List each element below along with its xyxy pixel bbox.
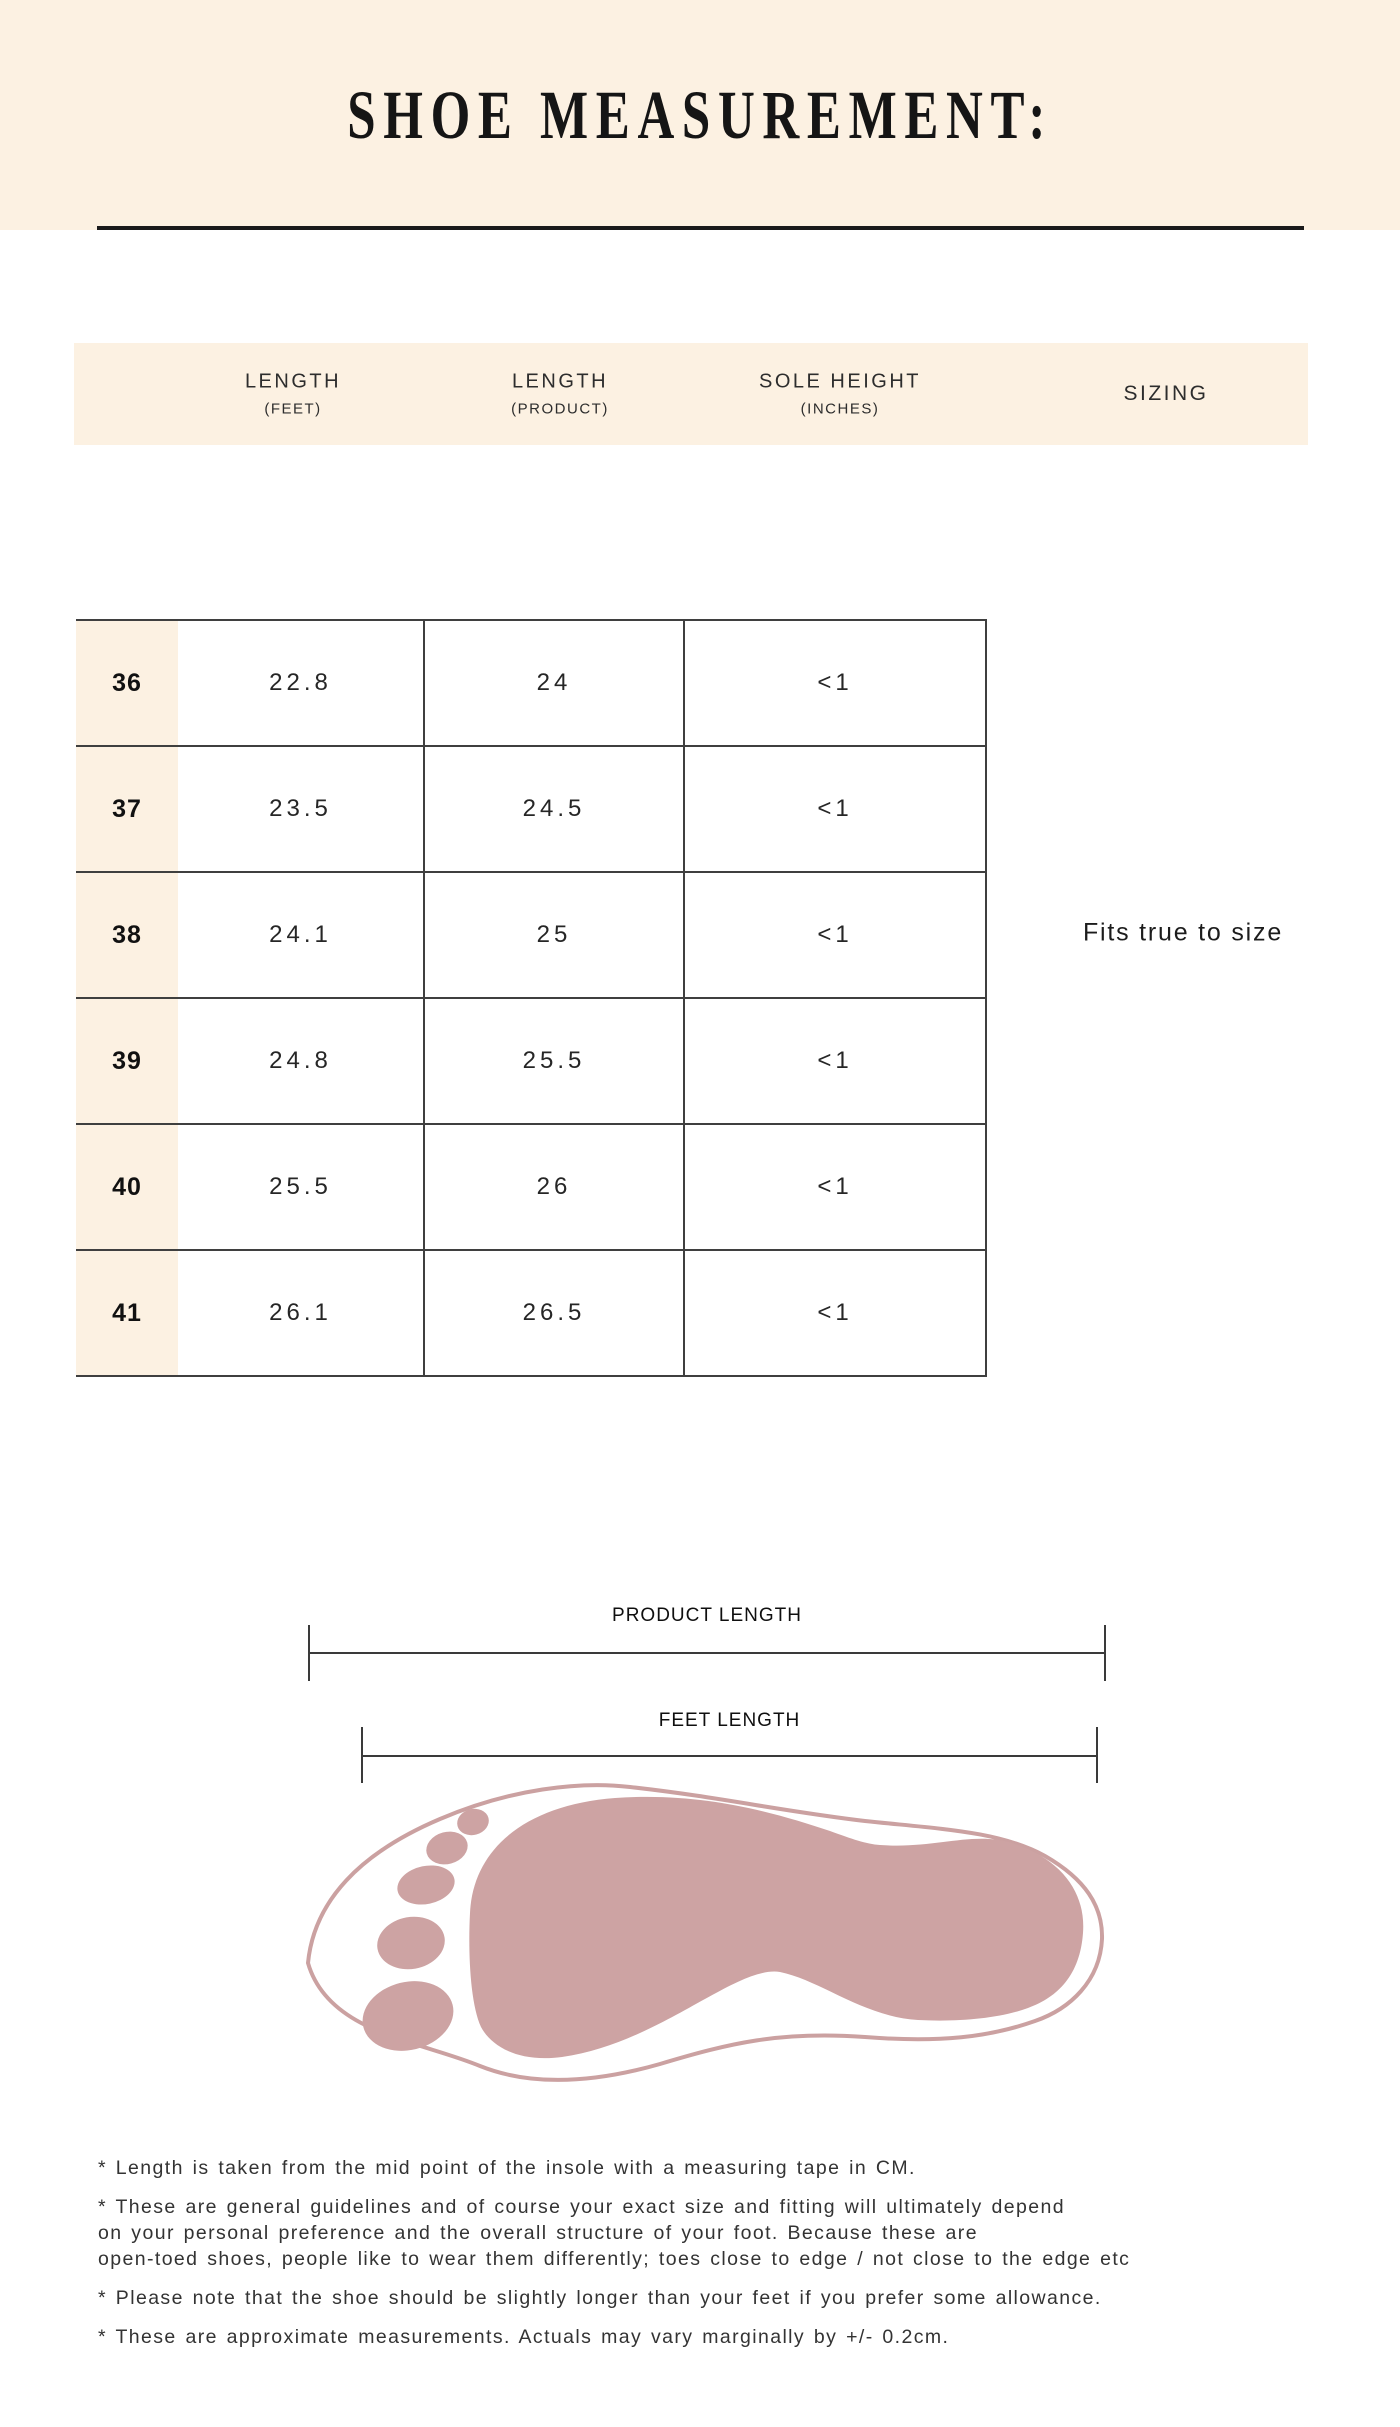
feet-length-cell: 24.8 xyxy=(178,999,425,1125)
feet-length-cell: 22.8 xyxy=(178,621,425,747)
feet-length-cell: 23.5 xyxy=(178,747,425,873)
sizing-note: Fits true to size xyxy=(1082,918,1284,947)
big-toe xyxy=(362,1981,454,2051)
size-cell: 39 xyxy=(76,999,178,1125)
product-length-cell: 25 xyxy=(425,873,685,999)
sole-height-cell: <1 xyxy=(685,999,987,1125)
size-cell: 37 xyxy=(76,747,178,873)
header-length-product: LENGTH (PRODUCT) xyxy=(511,370,609,418)
sole-height-cell: <1 xyxy=(685,873,987,999)
toe xyxy=(426,1831,468,1865)
feet-length-cell: 25.5 xyxy=(178,1125,425,1251)
product-length-dimension: PRODUCT LENGTH xyxy=(308,1605,1106,1685)
size-cell: 41 xyxy=(76,1251,178,1377)
footnotes: * Length is taken from the mid point of … xyxy=(98,2155,1358,2363)
footprint-illustration xyxy=(305,1783,1105,2082)
feet-length-cell: 24.1 xyxy=(178,873,425,999)
product-length-cell: 25.5 xyxy=(425,999,685,1125)
header-sizing: SIZING xyxy=(1123,382,1209,405)
feet-length-label: FEET LENGTH xyxy=(658,1710,801,1731)
title-divider xyxy=(97,226,1304,230)
sole-height-cell: <1 xyxy=(685,1251,987,1377)
size-cell: 38 xyxy=(76,873,178,999)
toe xyxy=(397,1865,455,1905)
footnote: * Please note that the shoe should be sl… xyxy=(98,2287,1102,2309)
insole-outline xyxy=(305,1783,1105,2082)
toe xyxy=(377,1916,445,1970)
product-length-label: PRODUCT LENGTH xyxy=(612,1605,802,1626)
product-length-cell: 24.5 xyxy=(425,747,685,873)
footnote: * These are approximate measurements. Ac… xyxy=(98,2326,950,2348)
feet-length-dimension: FEET LENGTH xyxy=(361,1710,1098,1790)
size-cell: 36 xyxy=(76,621,178,747)
page-title: SHOE MEASUREMENT: xyxy=(347,76,1053,153)
feet-length-cell: 26.1 xyxy=(178,1251,425,1377)
product-length-cell: 24 xyxy=(425,621,685,747)
product-length-line xyxy=(308,1652,1106,1654)
footprint-sole xyxy=(469,1796,1084,2059)
title-banner: SHOE MEASUREMENT: xyxy=(0,0,1400,230)
footnote: * Length is taken from the mid point of … xyxy=(98,2157,916,2179)
header-length-feet: LENGTH (FEET) xyxy=(244,370,342,418)
sole-height-cell: <1 xyxy=(685,747,987,873)
size-cell: 40 xyxy=(76,1125,178,1251)
table-header-band: LENGTH (FEET) LENGTH (PRODUCT) SOLE HEIG… xyxy=(74,343,1308,445)
sole-height-cell: <1 xyxy=(685,1125,987,1251)
product-length-cell: 26.5 xyxy=(425,1251,685,1377)
dimension-tick xyxy=(1104,1625,1106,1681)
little-toe xyxy=(457,1808,489,1836)
header-sole-height: SOLE HEIGHT (INCHES) xyxy=(759,370,921,418)
product-length-cell: 26 xyxy=(425,1125,685,1251)
dimension-tick xyxy=(1096,1727,1098,1783)
measurement-table: 36 22.8 24 <1 37 23.5 24.5 <1 38 24.1 25… xyxy=(76,619,987,1377)
footnote: * These are general guidelines and of co… xyxy=(98,2196,1131,2270)
sole-height-cell: <1 xyxy=(685,621,987,747)
feet-length-line xyxy=(361,1755,1098,1757)
